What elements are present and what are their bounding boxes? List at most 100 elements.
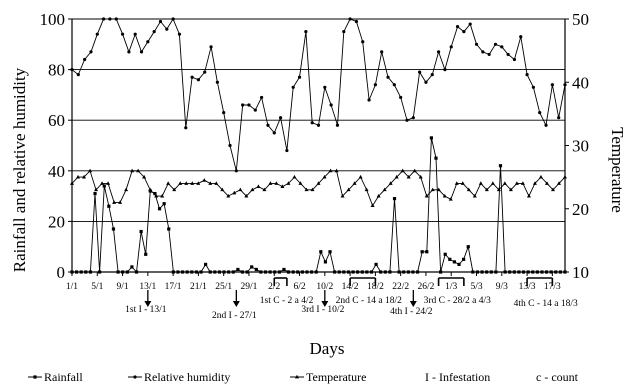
data-point — [383, 270, 387, 274]
data-point — [116, 270, 120, 274]
data-point — [240, 270, 245, 274]
data-point — [95, 32, 99, 36]
count-label: 3rd C - 28/2 a 4/3 — [424, 296, 492, 306]
data-point — [292, 174, 297, 179]
data-point — [418, 174, 423, 179]
data-point — [136, 168, 141, 173]
data-point — [180, 270, 185, 274]
data-point — [382, 187, 387, 192]
event-annotations: 1st I - 13/1 2nd I - 27/1 3rd I - 10/2 4th … — [125, 277, 578, 321]
data-point — [335, 123, 340, 127]
data-point — [380, 50, 384, 54]
plot-area — [71, 19, 566, 273]
data-point — [500, 45, 504, 49]
data-point — [291, 270, 295, 274]
data-point — [348, 17, 352, 21]
data-point — [364, 187, 369, 192]
left-y-tick-label: 0 — [57, 263, 66, 282]
data-point — [558, 270, 562, 274]
data-point — [250, 187, 255, 192]
data-point — [83, 57, 87, 62]
infestation-arrowhead — [321, 301, 329, 307]
left-y-tick-label: 80 — [48, 61, 65, 80]
data-point — [234, 169, 238, 173]
data-point — [282, 267, 286, 272]
data-point — [125, 270, 129, 274]
data-point — [111, 227, 116, 231]
data-point — [462, 30, 466, 34]
data-point — [171, 270, 175, 274]
x-tick-label: 13/3 — [519, 282, 536, 292]
data-point — [153, 191, 157, 196]
data-point — [550, 187, 555, 192]
legend-label: Temperature — [306, 370, 366, 384]
data-point — [244, 193, 249, 198]
data-point — [222, 111, 226, 115]
data-point — [514, 181, 519, 185]
data-point — [177, 32, 182, 36]
series-line — [71, 18, 566, 171]
data-point — [259, 270, 263, 274]
data-point — [448, 197, 453, 201]
left-y-axis-label: Rainfall and relative humidity — [10, 67, 29, 272]
data-point — [323, 85, 327, 89]
data-point — [167, 227, 171, 231]
data-point — [172, 187, 177, 192]
data-point — [139, 229, 143, 234]
right-y-tick-label: 20 — [572, 200, 589, 219]
data-point — [481, 50, 485, 54]
data-point — [268, 270, 272, 274]
data-point — [213, 270, 217, 274]
data-point — [158, 19, 163, 24]
data-point — [342, 270, 346, 274]
data-point — [512, 57, 517, 62]
data-point — [184, 126, 188, 130]
data-point — [171, 17, 175, 21]
data-point — [376, 193, 381, 198]
data-point — [227, 270, 231, 274]
data-point — [148, 187, 153, 192]
left-y-ticks: 0 20 40 60 80 100 — [40, 10, 72, 282]
data-point — [494, 270, 498, 274]
data-point — [342, 30, 346, 34]
legend-label: I - Infestation — [425, 370, 490, 384]
data-point — [323, 260, 328, 264]
data-point — [124, 187, 129, 192]
data-point — [245, 270, 249, 274]
left-y-tick-label: 60 — [48, 111, 65, 130]
data-point — [365, 270, 369, 274]
data-point — [358, 174, 363, 179]
data-point — [436, 50, 441, 54]
data-point — [310, 121, 314, 125]
data-point — [93, 191, 97, 196]
data-point — [277, 270, 281, 274]
data-point — [316, 181, 321, 185]
data-point — [286, 181, 291, 185]
data-point — [455, 24, 460, 29]
data-point — [462, 257, 466, 261]
data-point — [472, 193, 477, 198]
data-point — [268, 181, 273, 185]
data-point — [351, 270, 355, 274]
data-point — [544, 270, 549, 274]
data-point — [532, 181, 537, 185]
data-point — [526, 193, 531, 198]
x-tick-label: 17/3 — [544, 282, 561, 292]
data-point — [430, 73, 434, 77]
data-point — [374, 262, 378, 267]
x-tick-label: 13/1 — [139, 282, 156, 292]
data-point — [388, 181, 393, 185]
data-point — [457, 262, 461, 267]
data-point — [521, 270, 526, 274]
data-point — [127, 50, 131, 54]
data-point — [82, 174, 87, 179]
data-point — [397, 270, 401, 274]
data-point — [154, 193, 159, 198]
data-point — [360, 270, 364, 274]
data-point — [236, 267, 240, 272]
data-point — [152, 30, 156, 34]
data-point — [102, 184, 106, 188]
data-point — [549, 270, 553, 274]
data-point — [386, 75, 390, 79]
data-point — [238, 187, 243, 192]
